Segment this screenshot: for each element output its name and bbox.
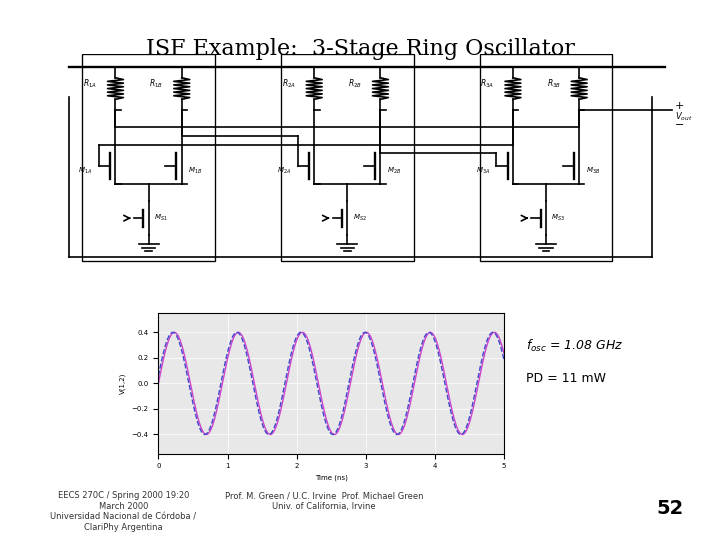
- Text: $M_{S2}$: $M_{S2}$: [353, 213, 366, 223]
- Text: 52: 52: [657, 500, 684, 518]
- Text: PD = 11 mW: PD = 11 mW: [526, 372, 606, 384]
- Text: $M_{S3}$: $M_{S3}$: [552, 213, 565, 223]
- Text: $V_{out}$: $V_{out}$: [675, 110, 693, 123]
- Bar: [281, 54, 413, 261]
- X-axis label: Time (ns): Time (ns): [315, 475, 348, 481]
- Text: $M_{2A}$: $M_{2A}$: [277, 166, 291, 176]
- Text: +: +: [675, 101, 685, 111]
- Text: −: −: [675, 120, 685, 130]
- Text: ISF Example:  3-Stage Ring Oscillator: ISF Example: 3-Stage Ring Oscillator: [145, 38, 575, 60]
- Text: $M_{1A}$: $M_{1A}$: [78, 166, 92, 176]
- Text: $M_{3A}$: $M_{3A}$: [476, 166, 490, 176]
- Text: Prof. M. Green / U.C. Irvine  Prof. Michael Green
Univ. of California, Irvine: Prof. M. Green / U.C. Irvine Prof. Micha…: [225, 491, 423, 511]
- Text: $R_{2A}$: $R_{2A}$: [282, 78, 296, 91]
- Text: $f_{osc}$ = 1.08 GHz: $f_{osc}$ = 1.08 GHz: [526, 338, 624, 354]
- Text: $M_{1B}$: $M_{1B}$: [189, 166, 202, 176]
- Text: $R_{1B}$: $R_{1B}$: [149, 78, 163, 91]
- Text: $R_{1A}$: $R_{1A}$: [83, 78, 97, 91]
- Bar: [480, 54, 612, 261]
- Text: EECS 270C / Spring 2000 19:20
March 2000
Universidad Nacional de Córdoba /
Clari: EECS 270C / Spring 2000 19:20 March 2000…: [50, 491, 197, 531]
- Text: $R_{3B}$: $R_{3B}$: [546, 78, 561, 91]
- Text: $M_{S1}$: $M_{S1}$: [154, 213, 168, 223]
- Text: $M_{2B}$: $M_{2B}$: [387, 166, 401, 176]
- Text: $M_{3B}$: $M_{3B}$: [586, 166, 600, 176]
- Y-axis label: V(1,2): V(1,2): [120, 373, 126, 394]
- Bar: [82, 54, 215, 261]
- Text: $R_{3A}$: $R_{3A}$: [480, 78, 495, 91]
- Text: $R_{2B}$: $R_{2B}$: [348, 78, 362, 91]
